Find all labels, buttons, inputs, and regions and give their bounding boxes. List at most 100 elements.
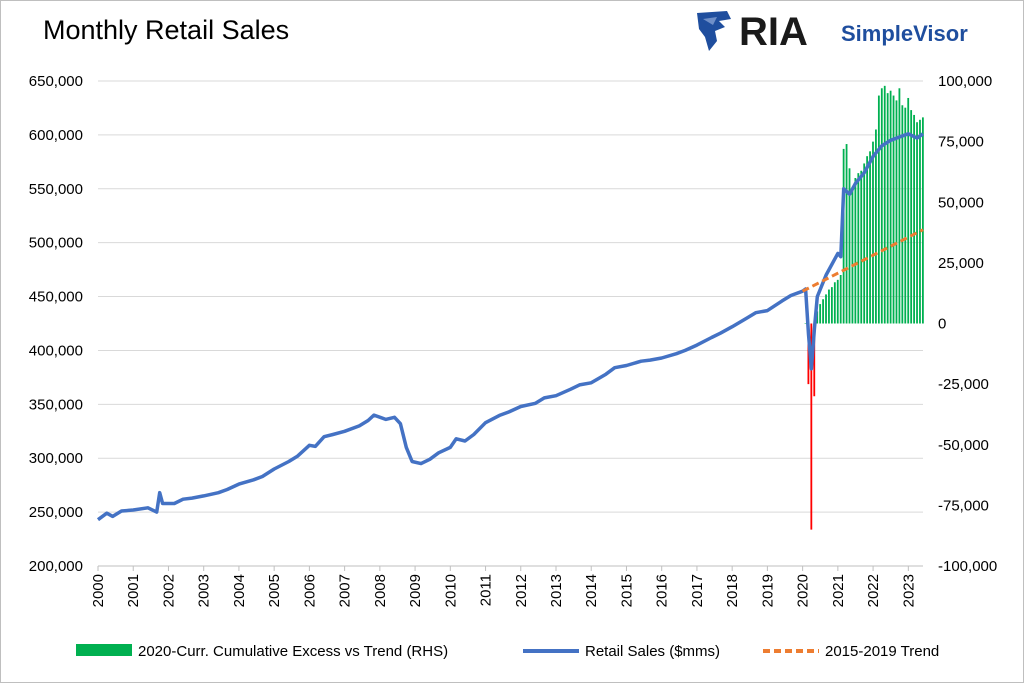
excess-bar bbox=[804, 323, 807, 324]
excess-bar bbox=[892, 95, 895, 324]
logo-text: RIA bbox=[739, 10, 808, 54]
x-axis: 2000 2001 2002 2003 2004 2005 2006 2007 2008 2009… bbox=[90, 565, 923, 607]
excess-bar bbox=[848, 168, 851, 324]
x-tick-label: 2008 bbox=[372, 574, 389, 607]
excess-bar bbox=[854, 178, 857, 324]
y-right-tick-label: 25,000 bbox=[938, 255, 984, 272]
x-tick-label: 2021 bbox=[830, 574, 847, 607]
x-tick-label: 2013 bbox=[548, 574, 565, 607]
legend-label: 2015-2019 Trend bbox=[825, 643, 939, 660]
y-left-tick-label: 250,000 bbox=[29, 504, 83, 521]
x-tick-label: 2016 bbox=[654, 574, 671, 607]
excess-bars bbox=[804, 85, 924, 530]
x-tick-label: 2022 bbox=[865, 574, 882, 607]
y-right-tick-label: 50,000 bbox=[938, 194, 984, 211]
excess-bar bbox=[913, 114, 915, 324]
excess-bar bbox=[828, 289, 830, 324]
excess-bar bbox=[877, 95, 880, 324]
x-tick-label: 2023 bbox=[900, 574, 917, 607]
excess-bar bbox=[842, 148, 845, 324]
x-tick-label: 2014 bbox=[583, 574, 600, 607]
excess-bar bbox=[898, 88, 901, 324]
excess-bar bbox=[916, 122, 918, 324]
excess-bar bbox=[860, 170, 863, 324]
x-tick-label: 2015 bbox=[618, 574, 635, 607]
excess-bar bbox=[901, 105, 904, 324]
x-tick-label: 2007 bbox=[337, 574, 354, 607]
excess-bar bbox=[851, 187, 854, 324]
x-tick-label: 2006 bbox=[301, 574, 318, 607]
excess-bar bbox=[819, 304, 822, 324]
y-right-tick-label: -100,000 bbox=[938, 558, 997, 575]
x-tick-label: 2017 bbox=[689, 574, 706, 607]
legend-label: 2020-Curr. Cumulative Excess vs Trend (R… bbox=[138, 643, 448, 660]
y-right-tick-label: 75,000 bbox=[938, 134, 984, 151]
y-left-tick-label: 350,000 bbox=[29, 396, 83, 413]
y-right-tick-label: -75,000 bbox=[938, 497, 989, 514]
legend-swatch-excess bbox=[76, 644, 132, 656]
x-tick-label: 2009 bbox=[407, 574, 424, 607]
excess-bar bbox=[883, 85, 886, 324]
excess-bar bbox=[875, 129, 877, 324]
trend-line bbox=[801, 228, 924, 293]
y-right-tick-label: 0 bbox=[938, 316, 946, 333]
excess-bar bbox=[872, 141, 874, 324]
excess-bar bbox=[813, 323, 816, 397]
y-left-tick-label: 400,000 bbox=[29, 342, 83, 359]
x-tick-label: 2020 bbox=[795, 574, 812, 607]
x-tick-label: 2003 bbox=[196, 574, 213, 607]
excess-bar bbox=[845, 144, 848, 324]
excess-bar bbox=[810, 323, 813, 530]
excess-bar bbox=[822, 299, 824, 324]
excess-bar bbox=[869, 151, 871, 324]
excess-bar bbox=[922, 117, 924, 324]
x-tick-label: 2004 bbox=[231, 574, 248, 607]
y-right-tick-label: 100,000 bbox=[938, 73, 992, 90]
excess-bar bbox=[907, 97, 910, 324]
ria-logo: RIA SimpleVisor bbox=[697, 10, 968, 54]
y-left-tick-label: 200,000 bbox=[29, 558, 83, 575]
excess-bar bbox=[866, 156, 869, 324]
excess-bar bbox=[863, 163, 866, 324]
excess-bar bbox=[825, 294, 827, 324]
x-tick-label: 2012 bbox=[513, 574, 530, 607]
x-tick-label: 2005 bbox=[266, 574, 283, 607]
chart-title: Monthly Retail Sales bbox=[43, 15, 290, 45]
excess-bar bbox=[880, 88, 883, 324]
excess-bar bbox=[904, 107, 907, 324]
excess-bar bbox=[895, 100, 898, 324]
y-left-tick-label: 300,000 bbox=[29, 450, 83, 467]
series-lines bbox=[96, 132, 925, 522]
excess-bar bbox=[830, 287, 833, 324]
y-right-tick-label: -25,000 bbox=[938, 376, 989, 393]
legend: 2020-Curr. Cumulative Excess vs Trend (R… bbox=[76, 643, 939, 660]
excess-bar bbox=[839, 275, 842, 324]
excess-bar bbox=[816, 311, 819, 324]
x-tick-label: 2000 bbox=[90, 574, 107, 607]
y-right-tick-label: -50,000 bbox=[938, 437, 989, 454]
y-left-tick-label: 500,000 bbox=[29, 235, 83, 252]
x-tick-label: 2001 bbox=[125, 574, 142, 607]
excess-bar bbox=[833, 282, 836, 324]
y-left-tick-label: 650,000 bbox=[29, 73, 83, 90]
retail-sales-line bbox=[96, 132, 925, 522]
excess-bar bbox=[919, 119, 921, 324]
x-tick-label: 2019 bbox=[759, 574, 776, 607]
excess-bar bbox=[836, 279, 839, 324]
y-left-tick-label: 550,000 bbox=[29, 181, 83, 198]
legend-label: Retail Sales ($mms) bbox=[585, 643, 720, 660]
y-left-tick-label: 600,000 bbox=[29, 127, 83, 144]
eagle-icon bbox=[697, 11, 731, 51]
x-tick-label: 2018 bbox=[724, 574, 741, 607]
x-tick-label: 2011 bbox=[478, 574, 495, 606]
x-tick-label: 2010 bbox=[442, 574, 459, 607]
excess-bar bbox=[910, 110, 913, 324]
y-axis-right: -100,000 -75,000 -50,000 -25,000 0 25,000 50,0… bbox=[938, 73, 997, 575]
excess-bar bbox=[886, 93, 889, 324]
excess-bar bbox=[857, 173, 860, 324]
y-axis-left: 200,000 250,000 300,000 350,000 400,000 450,0… bbox=[29, 73, 83, 575]
x-tick-label: 2002 bbox=[160, 574, 177, 607]
logo-subtext: SimpleVisor bbox=[841, 21, 968, 46]
